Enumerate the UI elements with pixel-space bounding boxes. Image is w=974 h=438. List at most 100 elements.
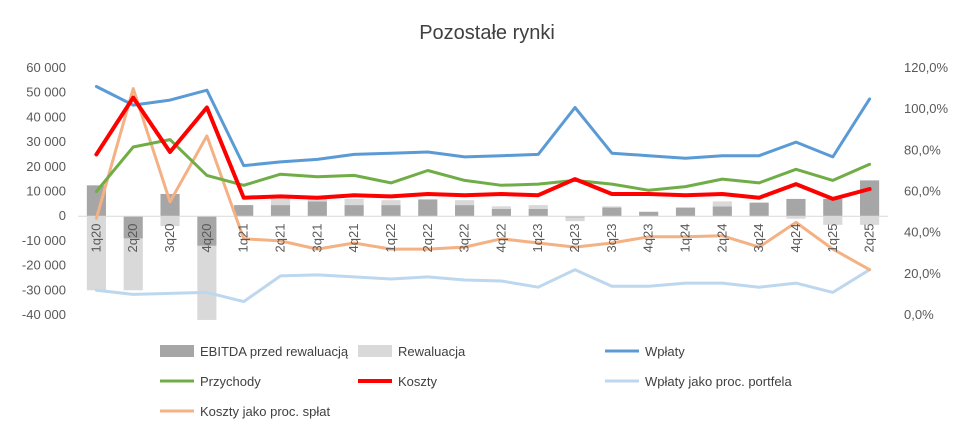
rewaluacja-bar bbox=[160, 216, 180, 227]
rewaluacja-bar bbox=[270, 196, 291, 206]
right-axis-tick-label: 40,0% bbox=[904, 225, 941, 240]
rewaluacja-bar bbox=[197, 245, 217, 320]
category-label: 2q23 bbox=[567, 224, 582, 253]
right-axis-tick-label: 20,0% bbox=[904, 266, 941, 281]
left-axis-tick-label: -20 000 bbox=[22, 258, 66, 273]
category-label: 4q24 bbox=[788, 224, 803, 253]
right-axis-tick-label: 60,0% bbox=[904, 184, 941, 199]
ebitda-bar bbox=[639, 211, 659, 217]
category-label: 3q23 bbox=[604, 224, 619, 253]
ebitda-bar bbox=[675, 207, 696, 217]
legend-label-wp-aty-jako-proc-portfela: Wpłaty jako proc. portfela bbox=[645, 374, 792, 389]
right-axis-tick-label: 120,0% bbox=[904, 60, 949, 75]
category-label: 3q24 bbox=[751, 224, 766, 253]
rewaluacja-bar bbox=[381, 200, 401, 206]
category-label: 1q22 bbox=[383, 224, 398, 253]
line-layer bbox=[94, 85, 872, 304]
ebitda-bar bbox=[270, 205, 291, 217]
category-label: 3q22 bbox=[457, 224, 472, 253]
rewaluacja-bar bbox=[860, 216, 880, 225]
rewaluacja-bar bbox=[123, 238, 143, 291]
koszty-line bbox=[94, 95, 872, 201]
category-label: 4q20 bbox=[199, 224, 214, 253]
category-label: 1q20 bbox=[88, 224, 103, 253]
category-label: 2q24 bbox=[714, 224, 729, 253]
category-label: 2q21 bbox=[273, 224, 288, 253]
rewaluacja-bar bbox=[602, 206, 622, 208]
rewaluacja-bar bbox=[86, 216, 106, 291]
right-axis: 0,0% 20,0% 40,0% 60,0% 80,0% 100,0% 120,0% bbox=[904, 60, 949, 322]
rewaluacja-bar bbox=[786, 216, 806, 219]
category-label: 3q20 bbox=[162, 224, 177, 253]
left-axis-tick-label: 0 bbox=[59, 208, 66, 223]
left-axis-tick-label: 40 000 bbox=[26, 109, 66, 124]
category-label: 3q21 bbox=[309, 224, 324, 253]
left-axis-tick-label: -30 000 bbox=[22, 282, 66, 297]
ebitda-bar bbox=[491, 208, 511, 217]
ebitda-bar bbox=[381, 205, 401, 217]
legend-swatch-rewaluacja bbox=[358, 345, 392, 357]
ebitda-bar bbox=[823, 198, 843, 217]
rewaluacja-bar bbox=[455, 200, 475, 206]
przychody-line bbox=[94, 138, 872, 193]
rewaluacja-bar bbox=[823, 216, 843, 225]
ebitda-bar bbox=[160, 193, 180, 217]
ebitda-bar bbox=[712, 206, 732, 217]
ebitda-bar bbox=[344, 205, 364, 217]
bar-layer bbox=[78, 180, 888, 320]
ebitda-bar bbox=[123, 216, 143, 239]
category-label: 4q21 bbox=[346, 224, 361, 253]
ebitda-bar bbox=[307, 201, 327, 217]
legend: EBITDA przed rewaluacją Rewaluacja Wpłaty P… bbox=[160, 344, 792, 419]
category-label: 1q23 bbox=[530, 224, 545, 253]
left-axis-tick-label: -10 000 bbox=[22, 233, 66, 248]
rewaluacja-bar bbox=[307, 198, 327, 202]
left-axis-tick-label: 50 000 bbox=[26, 85, 66, 100]
rewaluacja-bar bbox=[712, 201, 732, 207]
ebitda-bar bbox=[455, 205, 475, 217]
left-axis-tick-label: 10 000 bbox=[26, 184, 66, 199]
category-label: 2q20 bbox=[125, 224, 140, 253]
legend-label-ebitda-przed-rewaluacj-: EBITDA przed rewaluacją bbox=[200, 344, 349, 359]
wp-aty-jako-proc-portfela-line bbox=[94, 268, 872, 304]
legend-swatch-ebitda-przed-rewaluacj- bbox=[160, 345, 194, 357]
left-axis: -40 000 -30 000 -20 000 -10 000 0 10 000 20 00… bbox=[22, 60, 66, 322]
left-axis-tick-label: 60 000 bbox=[26, 60, 66, 75]
left-axis-tick-label: -40 000 bbox=[22, 307, 66, 322]
chart-title: Pozostałe rynki bbox=[419, 22, 555, 44]
category-label: 4q23 bbox=[641, 224, 656, 253]
rewaluacja-bar bbox=[344, 198, 364, 206]
legend-label-wp-aty: Wpłaty bbox=[645, 344, 685, 359]
category-label: 4q22 bbox=[493, 224, 508, 253]
right-axis-tick-label: 100,0% bbox=[904, 101, 949, 116]
rewaluacja-bar bbox=[565, 217, 585, 222]
ebitda-bar bbox=[86, 185, 106, 217]
category-label: 1q21 bbox=[236, 224, 251, 253]
ebitda-bar bbox=[234, 205, 254, 217]
left-axis-tick-label: 20 000 bbox=[26, 159, 66, 174]
ebitda-bar bbox=[602, 207, 622, 217]
ebitda-bar bbox=[565, 216, 585, 218]
ebitda-bar bbox=[528, 208, 548, 217]
rewaluacja-bar bbox=[528, 205, 548, 209]
koszty-jako-proc-sp-at-line bbox=[94, 87, 872, 272]
category-label: 2q22 bbox=[420, 224, 435, 253]
legend-label-rewaluacja: Rewaluacja bbox=[398, 344, 466, 359]
legend-label-przychody: Przychody bbox=[200, 374, 261, 389]
category-axis: 1q20 2q20 3q20 4q20 1q21 2q21 3q21 4q21 1q22 2q22… bbox=[88, 224, 876, 253]
legend-label-koszty-jako-proc-sp-at: Koszty jako proc. spłat bbox=[200, 404, 330, 419]
legend-label-koszty: Koszty bbox=[398, 374, 438, 389]
ebitda-bar bbox=[197, 216, 217, 246]
left-axis-tick-label: 30 000 bbox=[26, 134, 66, 149]
category-label: 1q24 bbox=[678, 224, 693, 253]
ebitda-bar bbox=[418, 199, 438, 217]
category-label: 1q25 bbox=[825, 224, 840, 253]
ebitda-bar bbox=[786, 198, 806, 217]
right-axis-tick-label: 80,0% bbox=[904, 142, 941, 157]
wp-aty-line bbox=[94, 85, 872, 168]
rewaluacja-bar bbox=[491, 206, 511, 209]
ebitda-bar bbox=[860, 180, 880, 217]
category-label: 2q25 bbox=[862, 224, 877, 253]
